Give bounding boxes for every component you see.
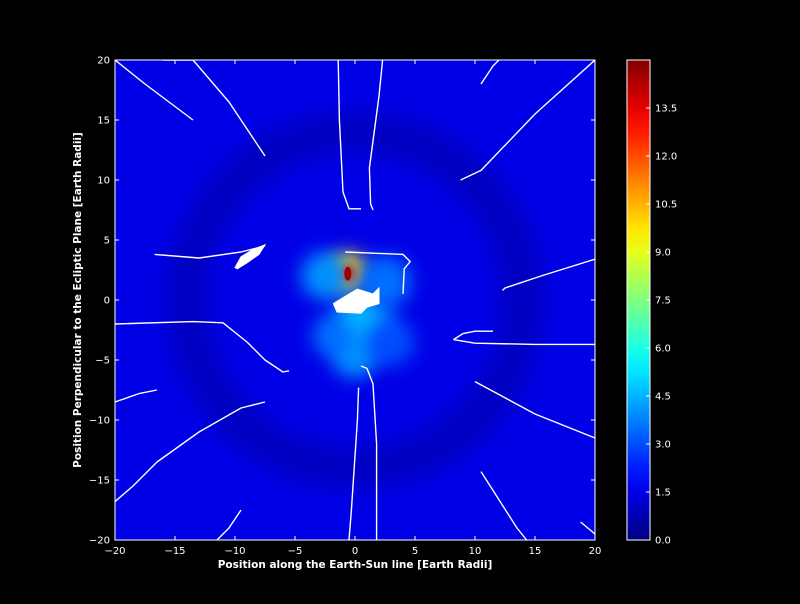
field-line xyxy=(474,380,595,439)
x-tick-label: −15 xyxy=(164,546,185,557)
field-line xyxy=(453,338,595,346)
field-line xyxy=(154,245,266,259)
y-tick-label: 5 xyxy=(104,236,110,247)
field-line xyxy=(480,60,500,85)
heatmap-hotspot xyxy=(311,316,351,356)
field-line xyxy=(115,320,290,373)
y-axis: −20 −15 −10 −5 0 5 10 15 20 xyxy=(89,56,595,547)
colorbar-tick-label: 3.0 xyxy=(655,440,671,451)
x-tick-label: −20 xyxy=(104,546,125,557)
x-tick-label: 15 xyxy=(529,546,542,557)
x-axis: −20 −15 −10 −5 0 5 10 15 20 xyxy=(104,60,601,557)
field-line xyxy=(115,389,158,403)
x-tick-label: 10 xyxy=(469,546,482,557)
colorbar-tick-label: 9.0 xyxy=(655,248,671,259)
colorbar: 0.0 1.5 3.0 4.5 6.0 7.5 9.0 10.5 12.0 13.5 xyxy=(626,59,677,547)
colorbar-tick-label: 1.5 xyxy=(655,488,671,499)
y-tick-label: 10 xyxy=(97,176,110,187)
y-tick-label: −20 xyxy=(89,536,110,547)
y-tick-label: 0 xyxy=(104,296,110,307)
x-tick-label: −5 xyxy=(288,546,303,557)
heatmap-peak xyxy=(344,266,352,281)
filled-region xyxy=(234,243,267,270)
x-axis-label: Position along the Earth-Sun line [Earth… xyxy=(218,559,493,571)
colorbar-tick-label: 10.5 xyxy=(655,200,677,211)
colorbar-tick-label: 6.0 xyxy=(655,344,671,355)
y-tick-label: 15 xyxy=(97,116,110,127)
field-line xyxy=(163,60,266,157)
field-line xyxy=(337,60,361,210)
x-tick-label: −10 xyxy=(224,546,245,557)
field-line xyxy=(460,60,595,181)
y-axis-label: Position Perpendicular to the Ecliptic P… xyxy=(72,132,84,468)
x-tick-label: 5 xyxy=(412,546,418,557)
field-line xyxy=(216,509,242,540)
heatmap-hotspot xyxy=(367,318,415,366)
x-tick-label: 0 xyxy=(352,546,358,557)
field-line xyxy=(348,387,360,540)
y-tick-label: −10 xyxy=(89,416,110,427)
colorbar-tick-label: 0.0 xyxy=(655,536,671,547)
field-line xyxy=(360,365,378,540)
field-line xyxy=(580,521,595,535)
y-tick-label: −15 xyxy=(89,476,110,487)
field-line xyxy=(453,330,493,341)
field-line xyxy=(480,471,528,540)
heatmap-hotspot xyxy=(301,252,349,300)
heatmap-dark-ring xyxy=(166,111,544,489)
y-tick-label: −5 xyxy=(95,356,110,367)
colorbar-tick-label: 12.0 xyxy=(655,152,677,163)
field-line xyxy=(115,401,266,503)
colorbar-tick-label: 4.5 xyxy=(655,392,671,403)
filled-region xyxy=(332,286,380,314)
x-tick-label: 20 xyxy=(589,546,602,557)
y-tick-label: 20 xyxy=(97,56,110,67)
plot-area xyxy=(115,60,595,540)
colorbar-tick-label: 13.5 xyxy=(655,104,677,115)
field-line xyxy=(345,251,411,295)
colorbar-tick-label: 7.5 xyxy=(655,296,671,307)
field-line xyxy=(502,258,595,291)
field-line xyxy=(368,60,384,211)
field-line xyxy=(115,60,194,121)
